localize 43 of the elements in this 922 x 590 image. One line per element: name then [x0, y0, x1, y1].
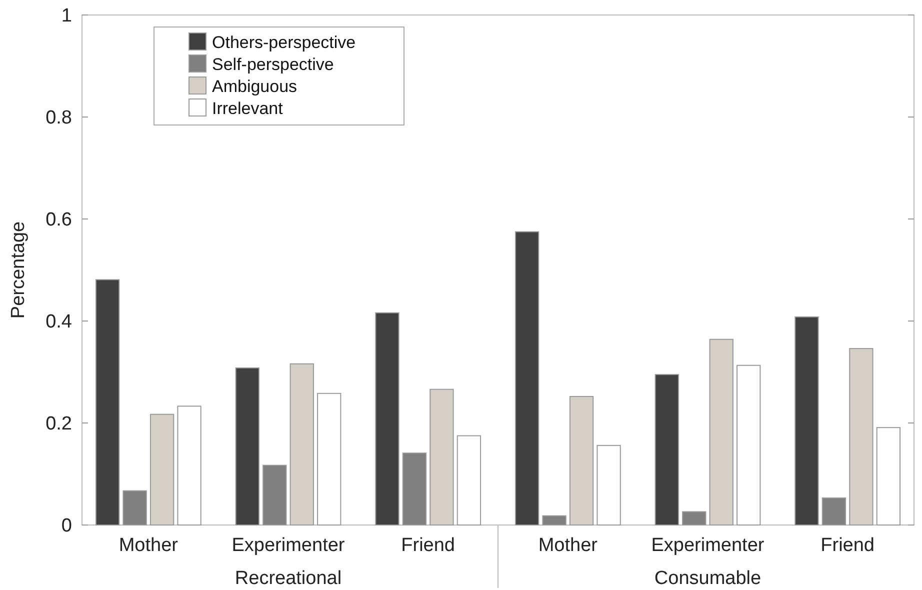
bar — [654, 374, 679, 526]
bar — [122, 490, 147, 526]
y-axis-title: Percentage — [8, 221, 29, 319]
bar — [150, 414, 174, 526]
x-tick-label: Mother — [118, 535, 179, 556]
y-tick-label: 0.8 — [46, 108, 72, 129]
legend-label: Others-perspective — [212, 32, 356, 52]
text: Consumable — [654, 568, 762, 589]
legend-label: Irrelevant — [212, 98, 284, 118]
bar — [402, 452, 427, 526]
x-tick-label: Experimenter — [651, 535, 765, 556]
y-tick-label: 0.2 — [46, 414, 72, 435]
bar — [682, 511, 706, 526]
bar — [876, 427, 901, 526]
x-tick-label: Friend — [820, 535, 875, 556]
bar — [177, 406, 202, 526]
y-tick-label: 0 — [61, 516, 72, 537]
bar — [235, 367, 260, 526]
x-tick-label: Experimenter — [232, 535, 346, 556]
bar — [456, 435, 482, 526]
legend-label: Self-perspective — [212, 54, 334, 74]
y-tick-label: 1 — [61, 6, 72, 27]
bar — [430, 388, 454, 526]
bar — [262, 464, 287, 526]
bar — [709, 338, 734, 526]
bar — [542, 515, 566, 526]
x-tick-label: Mother — [538, 535, 598, 556]
legend-label: Ambiguous — [212, 76, 298, 96]
text: Recreational — [234, 568, 342, 589]
y-tick-label: 0.4 — [46, 312, 72, 333]
bar — [514, 231, 540, 526]
bar — [794, 316, 819, 526]
y-tick-label: 0.6 — [46, 210, 72, 231]
bar — [849, 348, 874, 526]
bar — [375, 312, 400, 526]
bar — [95, 279, 120, 526]
bar — [596, 444, 621, 526]
bar — [569, 396, 594, 526]
bar — [736, 364, 761, 526]
bar — [822, 497, 846, 526]
bar — [290, 363, 314, 526]
x-tick-label: Friend — [401, 535, 456, 556]
bar — [317, 392, 342, 526]
